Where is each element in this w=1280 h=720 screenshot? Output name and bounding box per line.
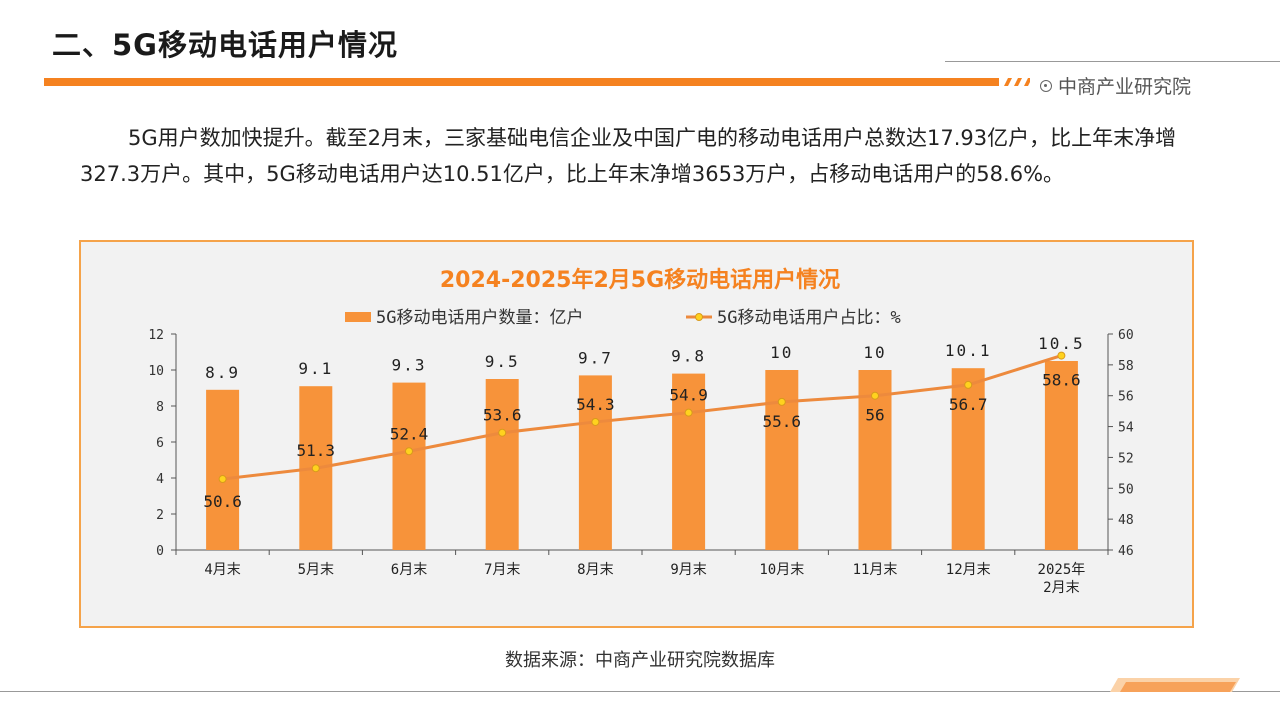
accent-stripes (1004, 78, 1030, 86)
data-source: 数据来源：中商产业研究院数据库 (505, 650, 775, 671)
page-title: 二、5G移动电话用户情况 (52, 28, 398, 62)
intro-paragraph: 5G用户数加快提升。截至2月末，三家基础电信企业及中国广电的移动电话用户总数达1… (80, 126, 1177, 186)
footer-divider (0, 691, 1280, 692)
brand-circle-icon (1040, 79, 1052, 92)
chart-title: 2024-2025年2月5G移动电话用户情况 (439, 268, 841, 293)
brand-logo: 中商产业研究院 (1040, 72, 1191, 99)
footer-stripes (1110, 678, 1240, 692)
brand-name: 中商产业研究院 (1058, 76, 1192, 98)
header-divider (945, 61, 1280, 62)
title-accent-bar (44, 78, 999, 86)
chart-frame (79, 240, 1194, 628)
